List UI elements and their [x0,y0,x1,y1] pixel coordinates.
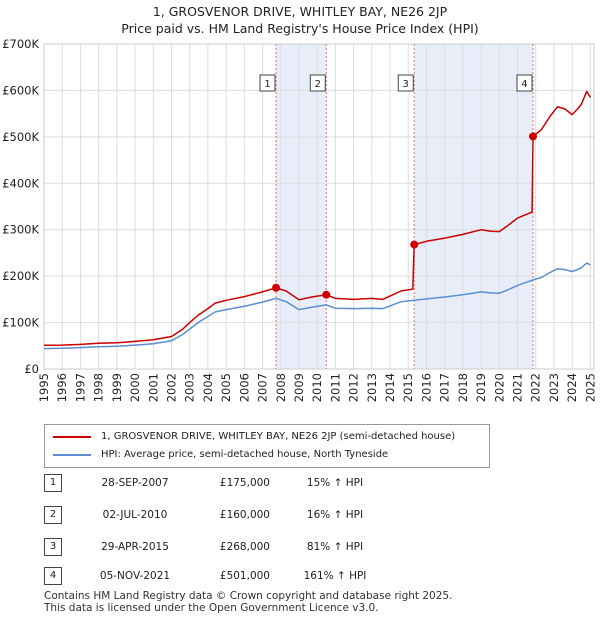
y-tick-label: £500K [2,130,39,144]
x-tick-label: 2024 [565,373,579,402]
sale-marker-box [309,74,326,92]
sale-marker-box [516,74,533,92]
y-tick-label: £0 [24,362,39,376]
x-tick-label: 2021 [511,373,525,402]
legend-swatch-price [53,436,91,438]
x-tick-label: 2019 [474,373,488,402]
x-tick-label: 2011 [328,373,342,402]
sale-marker-label: 2 [315,79,321,90]
x-tick-label: 2025 [583,373,597,402]
sale-point [272,283,281,292]
transaction-date: 29-APR-2015 [101,541,169,553]
ownership-period-shade [414,44,533,369]
x-tick-label: 2017 [438,373,452,402]
x-tick-label: 2003 [183,373,197,402]
transaction-number: 1 [44,474,62,492]
transaction-price: £501,000 [219,570,270,582]
x-tick-label: 2016 [419,373,433,402]
sale-marker-label: 4 [521,79,527,90]
transaction-row: 3 29-APR-2015 £268,000 81% ↑ HPI [0,537,600,557]
transaction-price: £175,000 [219,477,270,489]
x-tick-label: 1997 [73,373,87,402]
transaction-number: 4 [44,567,62,585]
x-tick-label: 2012 [347,373,361,402]
x-tick-label: 1999 [110,373,124,402]
plot-frame [43,43,595,370]
sale-marker-box [397,74,414,92]
y-tick-label: £300K [2,223,39,237]
y-tick-label: £100K [2,316,39,330]
transaction-date: 05-NOV-2021 [99,570,171,582]
sale-marker-label: 3 [403,79,409,90]
ownership-period-shade [276,44,327,369]
price-paid-line [43,90,592,347]
x-tick-label: 2022 [529,373,543,402]
transaction-price: £160,000 [219,509,270,521]
x-tick-label: 2007 [256,373,270,402]
transaction-row: 1 28-SEP-2007 £175,000 15% ↑ HPI [0,473,600,493]
transaction-date: 02-JUL-2010 [102,509,168,521]
y-tick-label: £600K [2,83,39,97]
transaction-number: 2 [44,506,62,524]
x-tick-label: 1995 [37,373,51,402]
y-tick-label: £400K [2,176,39,190]
x-tick-label: 2013 [365,373,379,402]
x-tick-label: 2018 [456,373,470,402]
legend-swatch-hpi [53,454,91,456]
x-tick-label: 2008 [274,373,288,402]
legend-label-price: 1, GROSVENOR DRIVE, WHITLEY BAY, NE26 2J… [101,431,456,442]
transaction-row: 4 05-NOV-2021 £501,000 161% ↑ HPI [0,566,600,586]
transaction-hpi: 161% ↑ HPI [303,570,367,582]
y-tick-label: £700K [2,37,39,51]
transaction-hpi: 81% ↑ HPI [306,541,364,553]
transaction-date: 28-SEP-2007 [101,477,169,489]
chart-title: 1, GROSVENOR DRIVE, WHITLEY BAY, NE26 2J… [152,4,448,19]
x-tick-label: 2014 [383,373,397,402]
x-tick-label: 2004 [201,373,215,402]
y-tick-label: £200K [2,269,39,283]
sale-point [322,290,331,299]
x-tick-label: 2023 [547,373,561,402]
footer-licence: This data is licensed under the Open Gov… [44,602,379,614]
sale-point [410,240,419,249]
x-tick-label: 2015 [401,373,415,402]
legend: 1, GROSVENOR DRIVE, WHITLEY BAY, NE26 2J… [44,424,490,468]
transaction-hpi: 15% ↑ HPI [306,477,364,489]
x-tick-label: 2002 [164,373,178,402]
sale-marker-label: 1 [264,79,270,90]
footer-copyright: Contains HM Land Registry data © Crown c… [44,590,453,602]
x-tick-label: 2009 [292,373,306,402]
x-tick-label: 2000 [128,373,142,402]
x-tick-label: 1998 [92,373,106,402]
transaction-hpi: 16% ↑ HPI [306,509,364,521]
transaction-row: 2 02-JUL-2010 £160,000 16% ↑ HPI [0,505,600,525]
x-tick-label: 2010 [310,373,324,402]
sale-point [528,132,537,141]
transaction-number: 3 [44,538,62,556]
x-tick-label: 2005 [219,373,233,402]
chart-subtitle: Price paid vs. HM Land Registry's House … [121,21,479,36]
x-tick-label: 1996 [55,373,69,402]
price-chart: £0 £100K £200K £300K £400K £500K £600K £700K 199… [2,37,597,402]
transaction-price: £268,000 [219,541,270,553]
x-tick-label: 2020 [492,373,506,402]
x-tick-label: 2006 [237,373,251,402]
sale-marker-box [259,74,276,92]
x-tick-label: 2001 [146,373,160,402]
hpi-line [43,262,591,350]
legend-label-hpi: HPI: Average price, semi-detached house,… [101,449,389,460]
